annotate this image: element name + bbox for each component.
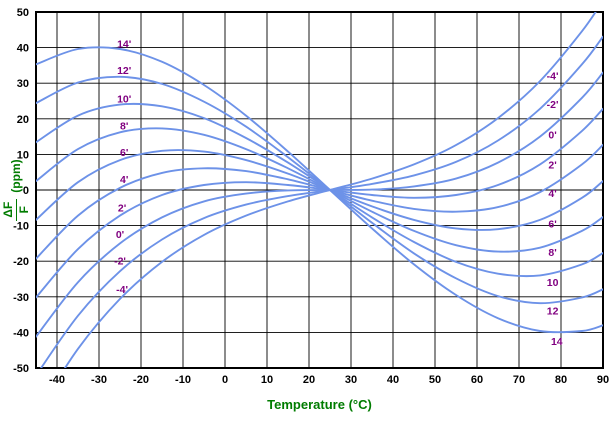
x-tick-label: 70 bbox=[513, 374, 525, 386]
curve-family bbox=[36, 12, 603, 368]
y-tick-label: -20 bbox=[13, 256, 29, 268]
x-tick-label: -10 bbox=[175, 374, 191, 386]
plot-border bbox=[35, 11, 604, 369]
x-tick-label: 0 bbox=[222, 374, 228, 386]
curve-label-left: 4' bbox=[120, 174, 128, 186]
curve-label-left: -2' bbox=[114, 256, 126, 268]
y-tick-label: 10 bbox=[17, 149, 29, 161]
x-tick-label: 30 bbox=[345, 374, 357, 386]
curve-label-left: 14' bbox=[117, 39, 131, 51]
y-tick-label: -50 bbox=[13, 363, 29, 375]
x-tick-label: 80 bbox=[555, 374, 567, 386]
x-tick-label: 90 bbox=[597, 374, 609, 386]
y-axis-title: ΔF F (ppm) bbox=[0, 135, 38, 245]
x-tick-label: 20 bbox=[303, 374, 315, 386]
curve-label-left: -4' bbox=[116, 284, 128, 296]
y-tick-label: 40 bbox=[17, 43, 29, 55]
curve-label-right: -4' bbox=[547, 71, 559, 83]
x-tick-label: 40 bbox=[387, 374, 399, 386]
x-tick-label: -40 bbox=[49, 374, 65, 386]
x-tick-label: -20 bbox=[133, 374, 149, 386]
y-tick-label: -10 bbox=[13, 221, 29, 233]
curve-label-right: -2' bbox=[547, 99, 559, 111]
curve-label-left: 8' bbox=[120, 120, 128, 132]
curve-label-left: 0' bbox=[116, 229, 124, 241]
y-tick-label: 0 bbox=[23, 185, 29, 197]
curve-label-left: 2' bbox=[118, 202, 126, 214]
y-axis-unit: (ppm) bbox=[9, 159, 23, 193]
delta-f-over-f-fraction: ΔF F bbox=[1, 198, 31, 221]
y-tick-label: 30 bbox=[17, 78, 29, 90]
y-tick-label: 50 bbox=[17, 7, 29, 19]
y-tick-label: -30 bbox=[13, 292, 29, 304]
y-axis-numerator: ΔF bbox=[1, 198, 17, 221]
curve-label-right: 6' bbox=[548, 218, 556, 230]
x-tick-label: 10 bbox=[261, 374, 273, 386]
curve-label-right: 10 bbox=[547, 277, 559, 289]
curve-label-left: 10' bbox=[117, 94, 131, 106]
curve-label-right: 12 bbox=[547, 306, 559, 318]
x-tick-label: 50 bbox=[429, 374, 441, 386]
curve-label-right: 4' bbox=[548, 188, 556, 200]
x-tick-label: -30 bbox=[91, 374, 107, 386]
curve-label-right: 0' bbox=[548, 129, 556, 141]
curve-label-right: 14 bbox=[551, 336, 563, 348]
y-axis-denominator: F bbox=[16, 206, 31, 214]
curve-label-left: 12' bbox=[117, 65, 131, 77]
curve-label-left: 6' bbox=[120, 147, 128, 159]
curve-label-right: 8' bbox=[548, 247, 556, 259]
x-tick-label: 60 bbox=[471, 374, 483, 386]
curve-label-right: 2' bbox=[548, 160, 556, 172]
curve--4-arcmin bbox=[63, 12, 597, 368]
y-tick-label: -40 bbox=[13, 327, 29, 339]
y-tick-label: 20 bbox=[17, 114, 29, 126]
x-axis-title: Temperature (°C) bbox=[267, 397, 372, 412]
